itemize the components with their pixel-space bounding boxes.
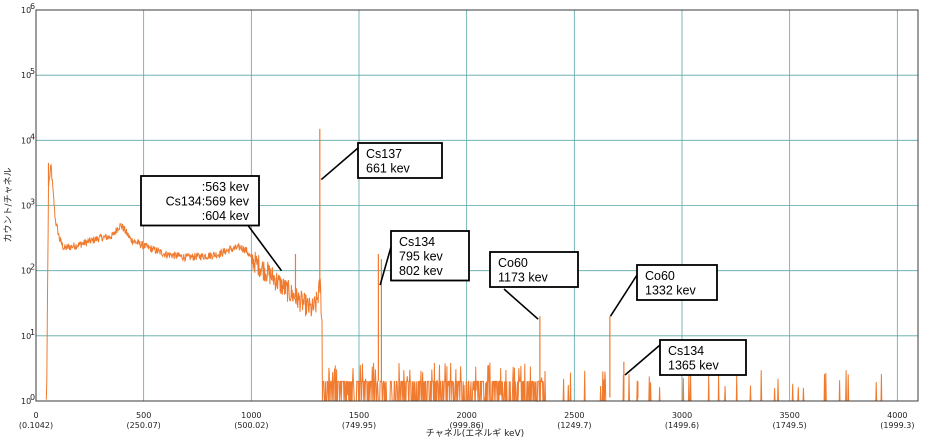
annotation-text: Co60 [498,256,528,270]
y-tick-label: 10 [21,136,31,145]
x-tick-sublabel: (1999.3) [880,421,914,430]
annotation-text: 661 kev [366,162,411,176]
annotation-box [659,339,747,376]
y-tick-exponent: 3 [30,198,35,207]
y-tick-exponent: 5 [30,67,35,76]
annotation-leader [624,344,661,376]
y-tick-exponent: 2 [30,263,35,272]
x-tick-label: 4000 [887,411,907,420]
x-tick-label: 3500 [779,411,799,420]
annotation-text: 802 kev [399,264,444,278]
x-tick-sublabel: (0.1042) [19,421,53,430]
x-tick-sublabel: (1499.6) [665,421,699,430]
annotation-text: Cs134:569 kev [166,195,250,209]
annotation-leader [609,274,638,317]
y-tick-exponent: 6 [30,2,35,11]
annotation-box [489,251,579,288]
x-tick-sublabel: (250.07) [127,421,161,430]
annotation-leader [243,219,283,272]
x-tick-label: 1000 [241,411,261,420]
tick-labels: 0(0.1042)500(250.07)1000(500.02)1500(749… [19,2,915,430]
y-tick-label: 10 [21,6,31,15]
annotation-text: 1365 kev [668,359,719,373]
plot-frame [35,9,919,402]
annotation-box [636,264,718,301]
spectrum-series [45,128,918,403]
annotation-text: Cs134 [399,235,435,249]
annotation-leader [503,288,539,320]
annotation-box [140,175,260,227]
x-axis-label: チャネル(エネルギ keV) [426,428,524,439]
annotation-text: :604 kev [202,209,250,223]
annotation-text: 1332 kev [645,284,696,298]
annotation-box [357,142,443,179]
annotation-text: Cs134 [668,344,704,358]
x-tick-sublabel: (1249.7) [557,421,591,430]
x-tick-sublabel: (999.86) [450,421,484,430]
y-tick-exponent: 0 [30,393,35,402]
x-tick-sublabel: (500.02) [234,421,268,430]
y-axis-label: カウント/チャネル [3,168,14,243]
y-tick-exponent: 1 [30,328,35,337]
y-tick-exponent: 4 [30,132,35,141]
annotation-text: Co60 [645,269,675,283]
annotation-box [390,230,470,282]
y-tick-label: 10 [21,267,31,276]
x-tick-label: 0 [33,411,38,420]
annotation-text: 795 kev [399,250,444,264]
x-tick-label: 500 [136,411,151,420]
x-tick-label: 2000 [456,411,476,420]
y-tick-label: 10 [21,71,31,80]
y-tick-label: 10 [21,202,31,211]
x-tick-label: 1500 [349,411,369,420]
annotation-text: Cs137 [366,147,402,161]
x-tick-label: 3000 [672,411,692,420]
annotation-text: 1173 kev [498,271,549,285]
y-tick-label: 10 [21,332,31,341]
y-tick-label: 10 [21,397,31,406]
annotation-text: :563 kev [202,180,250,194]
x-tick-label: 2500 [564,411,584,420]
annotation-leader [320,147,359,181]
annotation-leader [379,246,392,286]
x-tick-sublabel: (749.95) [342,421,376,430]
x-tick-sublabel: (1749.5) [773,421,807,430]
